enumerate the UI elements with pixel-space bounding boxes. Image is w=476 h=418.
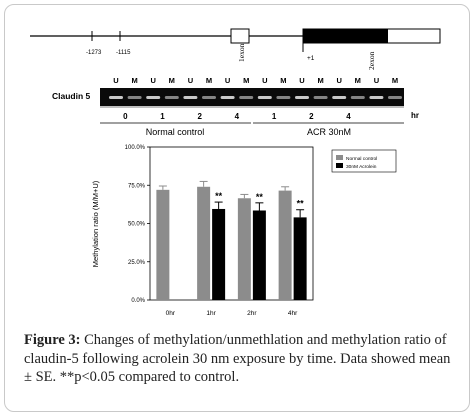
bar: [156, 189, 170, 300]
y-tick-label: 100.0%: [125, 145, 146, 151]
time-label: 4: [235, 112, 240, 121]
chart-error-bars: [158, 180, 305, 218]
tss-label: +1: [307, 55, 315, 62]
chart-bars: [156, 186, 307, 300]
gel-band: [183, 96, 198, 99]
x-tick-label: 4hr: [288, 310, 298, 317]
gel-band: [313, 96, 328, 99]
gel-band: [127, 96, 142, 99]
y-axis-label: Methylation ratio (M/M+U): [91, 180, 100, 267]
gel-band: [295, 96, 309, 99]
lane-label: U: [225, 76, 230, 85]
x-tick-label: 0hr: [166, 310, 176, 317]
chart-annotations: ** ** **: [215, 191, 304, 209]
lane-label: U: [113, 76, 118, 85]
gel-band: [350, 96, 365, 99]
caption-label: Figure 3:: [24, 332, 81, 348]
significance-marker: **: [256, 192, 264, 202]
lane-label: U: [150, 76, 155, 85]
group-label-acr: ACR 30nM: [307, 127, 351, 137]
y-tick-label: 25.0%: [128, 260, 146, 266]
lane-label: M: [131, 76, 137, 85]
time-labels: 0 1 2 4 1 2 4: [123, 112, 351, 121]
legend-entry: 30nM Acrolein: [346, 164, 377, 170]
gel-band: [332, 96, 347, 99]
lane-label: M: [392, 76, 398, 85]
lane-label: U: [188, 76, 193, 85]
chart-x-ticks: 0hr 1hr 2hr 4hr: [166, 310, 298, 317]
legend-swatch-acrolein: [336, 163, 343, 168]
time-label: 1: [160, 112, 165, 121]
figure-frame: [4, 4, 470, 412]
lane-label: M: [355, 76, 361, 85]
bar: [252, 210, 266, 300]
gel-band: [109, 96, 123, 99]
chart-legend: Normal control 30nM Acrolein: [331, 149, 397, 173]
y-tick-label: 50.0%: [128, 222, 146, 228]
x-tick-label: 2hr: [247, 310, 257, 317]
bar: [278, 190, 292, 300]
gel-band: [146, 96, 161, 99]
gel-band: [388, 96, 402, 99]
time-label: 2: [197, 112, 202, 121]
lane-label: M: [206, 76, 212, 85]
legend-entry: Normal control: [346, 156, 377, 162]
time-label: 1: [272, 112, 277, 121]
gel-band: [202, 96, 216, 99]
exon1-box: [230, 28, 250, 44]
time-label: 2: [309, 112, 314, 121]
gel-band: [239, 96, 254, 99]
exon2-label: 2exon: [367, 51, 376, 70]
lane-label: U: [374, 76, 379, 85]
time-label: 4: [346, 112, 351, 121]
time-unit: hr: [411, 111, 419, 120]
legend-swatch-control: [336, 155, 343, 160]
group-label-control: Normal control: [146, 127, 205, 137]
gel-bands: [109, 96, 402, 99]
bar: [237, 198, 251, 300]
lane-label: U: [262, 76, 267, 85]
lane-label: U: [299, 76, 304, 85]
bar: [293, 217, 307, 300]
bar-chart: 0.0% 25.0% 50.0% 75.0% 100.0% ** ** ** 0hr 1hr 2…: [91, 145, 397, 317]
gene-label: Claudin 5: [52, 91, 91, 101]
lane-label: M: [317, 76, 323, 85]
figure-caption: Figure 3: Changes of methylation/unmethl…: [24, 331, 456, 387]
exon2-coding: [303, 29, 388, 43]
gel-band: [257, 96, 272, 99]
position-label: -1273: [86, 50, 102, 56]
x-tick-label: 1hr: [206, 310, 216, 317]
chart-axes: 0.0% 25.0% 50.0% 75.0% 100.0%: [125, 145, 314, 304]
time-label: 0: [123, 112, 128, 121]
gel-band: [276, 96, 291, 99]
tss-arrow: [309, 34, 313, 38]
gel-band: [369, 96, 384, 99]
y-tick-label: 0.0%: [131, 298, 145, 304]
lane-label: U: [336, 76, 341, 85]
gel-band: [164, 96, 179, 99]
gene-map: -1273 -1115 1exon +1 2exon: [30, 28, 441, 70]
exon1-label: 1exon: [237, 43, 246, 62]
gel-band: [220, 96, 235, 99]
caption-text: Changes of methylation/unmethlation and …: [24, 332, 451, 385]
lane-label: M: [280, 76, 286, 85]
gel-panel: U M U M U M U M U M U M U M U M Claudin 5 0 1 2 4 1 2 4 hr No…: [52, 76, 419, 137]
y-tick-label: 75.0%: [128, 183, 146, 189]
bar: [212, 208, 226, 300]
bar: [197, 186, 211, 300]
lane-label: M: [169, 76, 175, 85]
lane-label: M: [243, 76, 249, 85]
significance-marker: **: [215, 191, 223, 201]
significance-marker: **: [297, 199, 305, 209]
position-label: -1115: [116, 50, 131, 56]
